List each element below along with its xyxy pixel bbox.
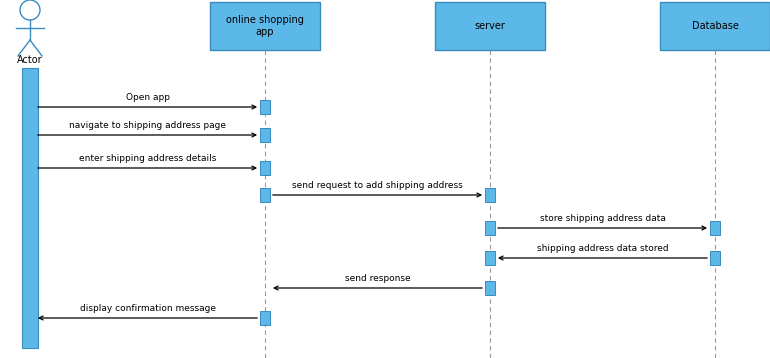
Bar bbox=[435, 2, 545, 50]
Text: server: server bbox=[474, 21, 505, 31]
Bar bbox=[485, 281, 495, 295]
Text: display confirmation message: display confirmation message bbox=[79, 304, 216, 313]
Bar bbox=[485, 188, 495, 202]
Text: enter shipping address details: enter shipping address details bbox=[79, 154, 216, 163]
Text: shipping address data stored: shipping address data stored bbox=[537, 244, 668, 253]
Bar bbox=[485, 221, 495, 235]
Bar bbox=[210, 2, 320, 50]
Bar bbox=[710, 251, 720, 265]
Text: store shipping address data: store shipping address data bbox=[540, 214, 665, 223]
Text: Actor: Actor bbox=[17, 55, 43, 65]
Text: Open app: Open app bbox=[126, 93, 169, 102]
Bar bbox=[710, 221, 720, 235]
Bar bbox=[485, 251, 495, 265]
Bar bbox=[260, 161, 270, 175]
Text: Database: Database bbox=[691, 21, 738, 31]
Bar bbox=[22, 68, 38, 348]
Text: navigate to shipping address page: navigate to shipping address page bbox=[69, 121, 226, 130]
Text: online shopping
app: online shopping app bbox=[226, 15, 304, 37]
Bar bbox=[260, 188, 270, 202]
Text: send response: send response bbox=[345, 274, 410, 283]
Bar bbox=[260, 311, 270, 325]
Bar bbox=[260, 128, 270, 142]
Text: send request to add shipping address: send request to add shipping address bbox=[292, 181, 463, 190]
Bar bbox=[260, 100, 270, 114]
Bar bbox=[660, 2, 770, 50]
